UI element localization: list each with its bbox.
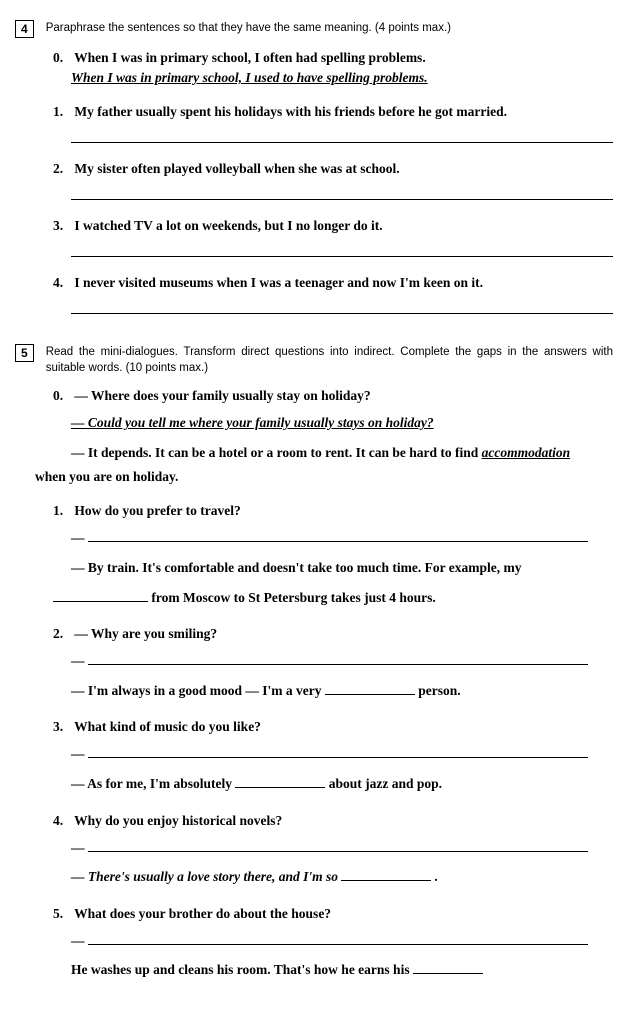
answer-blank-line[interactable] (71, 128, 613, 143)
question-text: — Why are you smiling? (74, 626, 217, 641)
answer-line: — As for me, I'm absolutely about jazz a… (71, 773, 613, 795)
ex4-item-0: 0. When I was in primary school, I often… (53, 50, 613, 86)
ex5-item-0-cont: when you are on holiday. (35, 469, 613, 485)
answer-blank-line[interactable] (71, 299, 613, 314)
item-text: My sister often played volleyball when s… (74, 161, 399, 176)
ex4-item-1: 1. My father usually spent his holidays … (53, 104, 613, 143)
item-number: 0. (53, 388, 71, 404)
answer-line: — I'm always in a good mood — I'm a very… (71, 680, 613, 702)
question-text: How do you prefer to travel? (74, 503, 240, 518)
item-text: My father usually spent his holidays wit… (74, 104, 507, 119)
ex5-item-4: 4. Why do you enjoy historical novels? —… (53, 813, 613, 888)
item-number: 2. (53, 626, 71, 642)
answer-line-2: from Moscow to St Petersburg takes just … (53, 587, 613, 609)
blank-field[interactable] (325, 682, 415, 695)
transform-blank: — (71, 743, 613, 765)
question-text: Why do you enjoy historical novels? (74, 813, 282, 828)
item-number: 2. (53, 161, 71, 177)
item-text: When I was in primary school, I often ha… (74, 50, 426, 65)
item-text: I watched TV a lot on weekends, but I no… (74, 218, 382, 233)
ex4-item-2: 2. My sister often played volleyball whe… (53, 161, 613, 200)
item-text: I never visited museums when I was a tee… (74, 275, 483, 290)
blank-field[interactable] (235, 775, 325, 788)
ex5-item-5: 5. What does your brother do about the h… (53, 906, 613, 981)
ex5-item-2: 2. — Why are you smiling? — — I'm always… (53, 626, 613, 701)
blank-field[interactable] (341, 868, 431, 881)
item-number: 4. (53, 275, 71, 291)
exercise-number-box: 4 (15, 20, 34, 38)
blank-field[interactable] (88, 839, 588, 852)
exercise-4: 4 Paraphrase the sentences so that they … (15, 20, 613, 314)
ex4-item-3: 3. I watched TV a lot on weekends, but I… (53, 218, 613, 257)
ex4-item-4: 4. I never visited museums when I was a … (53, 275, 613, 314)
blank-field[interactable] (413, 961, 483, 974)
item-number: 4. (53, 813, 71, 829)
ex5-item-0: 0. — Where does your family usually stay… (53, 388, 613, 463)
answer-line: — By train. It's comfortable and doesn't… (71, 557, 613, 579)
blank-field[interactable] (88, 529, 588, 542)
answer-blank-line[interactable] (71, 242, 613, 257)
item-number: 0. (53, 50, 71, 66)
answer-blank-line[interactable] (71, 185, 613, 200)
blank-field[interactable] (88, 652, 588, 665)
transformed-example: — Could you tell me where your family us… (71, 412, 613, 434)
transform-blank: — (71, 837, 613, 859)
answer-line: He washes up and cleans his room. That's… (71, 959, 613, 981)
item-number: 1. (53, 104, 71, 120)
item-number: 3. (53, 218, 71, 234)
exercise-4-instruction: Paraphrase the sentences so that they ha… (46, 20, 451, 36)
answer-line: — There's usually a love story there, an… (71, 866, 613, 888)
question-text: — Where does your family usually stay on… (74, 388, 370, 403)
blank-field[interactable] (88, 932, 588, 945)
answer-line: — It depends. It can be a hotel or a roo… (71, 442, 613, 464)
exercise-5: 5 Read the mini-dialogues. Transform dir… (15, 344, 613, 981)
ex5-item-1: 1. How do you prefer to travel? — — By t… (53, 503, 613, 608)
exercise-number-box: 5 (15, 344, 34, 362)
blank-field[interactable] (88, 745, 588, 758)
question-text: What does your brother do about the hous… (74, 906, 331, 921)
blank-field[interactable] (53, 589, 148, 602)
example-answer: When I was in primary school, I used to … (71, 70, 613, 86)
item-number: 1. (53, 503, 71, 519)
exercise-5-instruction: Read the mini-dialogues. Transform direc… (46, 344, 613, 376)
item-number: 3. (53, 719, 71, 735)
transform-blank: — (71, 527, 613, 549)
transform-blank: — (71, 930, 613, 952)
exercise-4-header: 4 Paraphrase the sentences so that they … (15, 20, 613, 38)
item-number: 5. (53, 906, 71, 922)
question-text: What kind of music do you like? (74, 719, 261, 734)
exercise-5-header: 5 Read the mini-dialogues. Transform dir… (15, 344, 613, 376)
ex5-item-3: 3. What kind of music do you like? — — A… (53, 719, 613, 794)
transform-blank: — (71, 650, 613, 672)
